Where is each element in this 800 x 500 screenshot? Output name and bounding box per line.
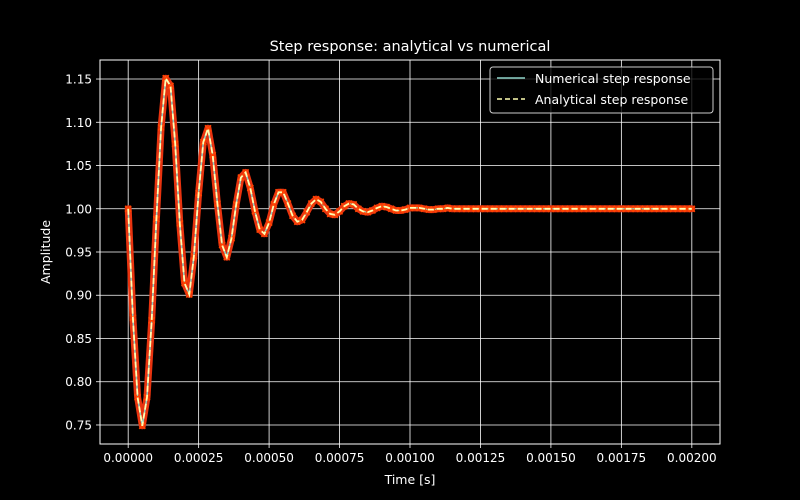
x-axis-label: Time [s] — [384, 472, 436, 487]
sample-marker — [148, 316, 156, 324]
y-tick-label: 1.00 — [65, 202, 92, 216]
y-tick-label: 0.80 — [65, 375, 92, 389]
y-axis: 0.75 0.80 0.85 0.90 0.95 1.00 1.05 1.10 1.15 — [65, 73, 100, 432]
legend-box — [489, 66, 714, 114]
sample-marker — [387, 205, 395, 213]
x-tick-label: 0.00150 — [526, 451, 576, 465]
plot-area — [124, 74, 696, 430]
y-tick-label: 0.95 — [65, 246, 92, 260]
chart-title: Step response: analytical vs numerical — [270, 39, 551, 55]
sample-marker — [204, 124, 212, 132]
sample-marker — [124, 205, 132, 213]
y-tick-label: 0.75 — [65, 418, 92, 432]
x-tick-label: 0.00050 — [244, 451, 294, 465]
y-axis-label: Amplitude — [38, 220, 53, 284]
sample-marker — [134, 393, 142, 401]
x-tick-label: 0.00075 — [315, 451, 365, 465]
x-axis: 0.00000 0.00025 0.00050 0.00075 0.00100 0.001… — [103, 444, 717, 465]
legend: Numerical step response Analytical step … — [489, 66, 714, 114]
y-tick-label: 0.85 — [65, 332, 92, 346]
sample-marker — [279, 188, 287, 196]
sample-marker — [209, 151, 217, 159]
sample-marker — [246, 184, 254, 192]
x-tick-label: 0.00025 — [174, 451, 224, 465]
sample-marker — [180, 279, 189, 287]
legend-label-analytical: Analytical step response — [535, 92, 688, 107]
x-tick-label: 0.00175 — [597, 451, 647, 465]
y-tick-label: 1.10 — [65, 116, 92, 130]
y-tick-label: 1.05 — [65, 159, 92, 173]
x-tick-label: 0.00100 — [385, 451, 435, 465]
x-tick-label: 0.00000 — [103, 451, 153, 465]
legend-label-numerical: Numerical step response — [535, 71, 691, 86]
sample-marker — [270, 200, 278, 208]
x-tick-label: 0.00125 — [456, 451, 506, 465]
sample-marker — [265, 219, 273, 227]
y-tick-label: 0.90 — [65, 289, 92, 303]
y-tick-label: 1.15 — [65, 73, 92, 87]
sample-marker — [218, 241, 226, 249]
sample-marker — [688, 205, 696, 213]
x-tick-label: 0.00200 — [667, 451, 717, 465]
